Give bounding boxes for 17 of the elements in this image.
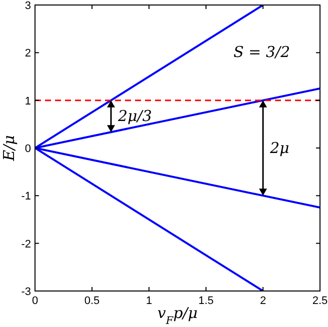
x-tick-label: 1	[146, 295, 152, 307]
x-tick-label: 2.5	[312, 295, 328, 307]
y-tick-label: 1	[24, 95, 31, 108]
x-tick-label: 0.5	[84, 295, 100, 307]
y-tick-label: -2	[21, 238, 31, 250]
y-tick-label: -1	[21, 190, 31, 203]
x-tick-label: 2	[260, 295, 266, 307]
y-tick-label: 3	[24, 0, 31, 12]
annotation: 2μ	[269, 139, 290, 157]
x-axis-title: v$_{F}$p/μ	[157, 304, 198, 327]
y-tick-label: 2	[24, 48, 31, 60]
y-tick-label: 0	[24, 143, 31, 155]
annotation: S = 3/2	[233, 43, 290, 61]
annotation: 2μ/3	[117, 107, 152, 126]
x-tick-label: 1.5	[198, 295, 214, 307]
y-tick-label: -3	[21, 286, 31, 298]
y-axis-title: E/μ	[0, 135, 18, 162]
